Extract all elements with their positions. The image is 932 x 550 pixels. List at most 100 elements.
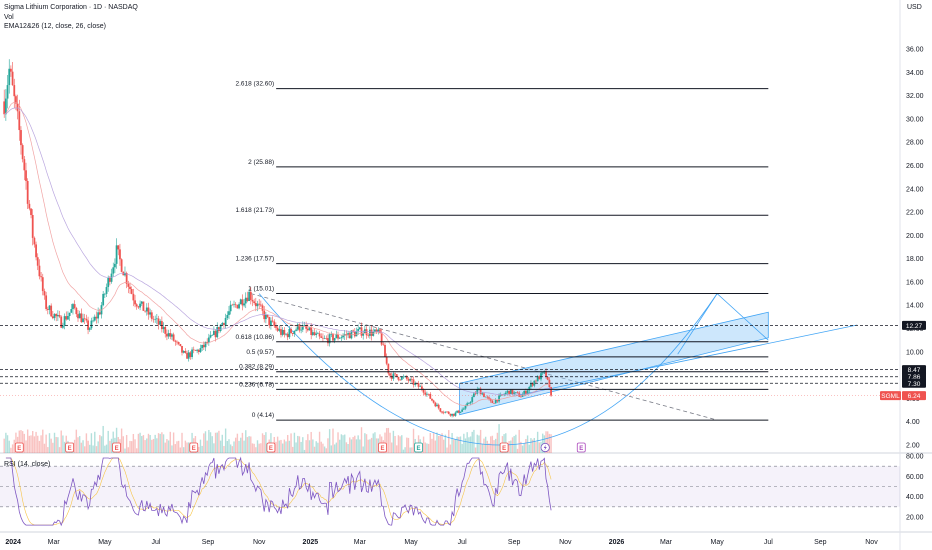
volume-bar bbox=[541, 433, 544, 453]
candle-body bbox=[207, 337, 210, 343]
volume-bar bbox=[40, 435, 42, 453]
volume-bar bbox=[528, 444, 530, 453]
candle-body bbox=[152, 318, 155, 320]
candle-body bbox=[327, 338, 329, 344]
candle-body bbox=[481, 393, 484, 395]
volume-bar bbox=[437, 436, 440, 453]
volume-bar bbox=[132, 433, 135, 453]
volume-bar bbox=[177, 440, 180, 453]
volume-bar bbox=[142, 435, 145, 453]
candle-body bbox=[78, 313, 81, 319]
candle-body bbox=[142, 301, 145, 311]
volume-bar bbox=[451, 433, 453, 453]
candle-body bbox=[278, 329, 281, 331]
candle-body bbox=[56, 315, 59, 317]
volume-bar bbox=[199, 439, 202, 453]
candle-body bbox=[516, 392, 519, 393]
volume-bar bbox=[80, 442, 83, 453]
candle-body bbox=[355, 331, 358, 337]
volume-bar bbox=[149, 435, 151, 453]
volume-bar bbox=[302, 437, 304, 453]
candle-body bbox=[318, 333, 321, 337]
candle-body bbox=[374, 329, 376, 332]
candle-body bbox=[322, 337, 324, 339]
volume-bar bbox=[37, 435, 39, 453]
candle-body bbox=[387, 363, 390, 374]
x-tick-label: Sep bbox=[508, 539, 521, 546]
volume-bar bbox=[548, 433, 551, 453]
candle-body bbox=[286, 333, 289, 338]
candle-body bbox=[201, 344, 204, 349]
volume-bar bbox=[362, 446, 364, 453]
volume-bar bbox=[156, 438, 158, 453]
volume-bar bbox=[523, 443, 525, 453]
volume-bar bbox=[184, 440, 187, 453]
volume-bar bbox=[432, 433, 435, 453]
candle-body bbox=[112, 267, 115, 274]
volume-bar bbox=[317, 442, 319, 453]
candle-body bbox=[350, 330, 353, 339]
candle-body bbox=[320, 336, 323, 338]
candle-body bbox=[335, 334, 338, 339]
candle-body bbox=[362, 333, 365, 336]
candle-body bbox=[462, 408, 465, 410]
candle-body bbox=[444, 411, 447, 413]
volume-bar bbox=[265, 432, 267, 453]
volume-bar bbox=[263, 435, 265, 453]
volume-bar bbox=[463, 433, 465, 453]
volume-bar bbox=[159, 433, 161, 453]
candle-body bbox=[333, 338, 336, 341]
candle-body bbox=[13, 85, 16, 97]
time-axis[interactable]: 2024 Mar May Jul Sep Nov 2025 Mar May Jul Sep Nov 20… bbox=[5, 539, 878, 546]
candle-body bbox=[506, 390, 509, 393]
volume-bar bbox=[372, 433, 374, 453]
fib-level-label: 2.618 (32.60) bbox=[235, 81, 274, 88]
candle-body bbox=[382, 344, 385, 346]
candle-body bbox=[288, 329, 291, 338]
candle-body bbox=[258, 303, 261, 305]
candle-body bbox=[535, 380, 537, 382]
volume-bar bbox=[369, 439, 371, 453]
candle-body bbox=[21, 145, 24, 160]
candle-body bbox=[212, 330, 215, 335]
volume-bar bbox=[109, 440, 111, 453]
volume-bar bbox=[85, 433, 88, 453]
volume-bar bbox=[250, 436, 252, 453]
volume-bar bbox=[444, 434, 447, 453]
volume-bar bbox=[303, 449, 306, 453]
volume-bar bbox=[347, 444, 349, 453]
candle-body bbox=[98, 312, 101, 315]
volume-bar bbox=[211, 436, 213, 453]
fib-levels[interactable]: 0 (4.14) 0.236 (6.78) 0.382 (8.29) 0.5 (9.5… bbox=[235, 81, 769, 421]
candle-body bbox=[469, 401, 472, 404]
volume-bar bbox=[518, 429, 520, 453]
level-badge-text: 8.47 bbox=[908, 367, 921, 374]
price-axis[interactable]: 2.004.006.008.0010.0012.0014.0016.0018.0… bbox=[906, 47, 924, 450]
fib-level-label: 0.618 (10.86) bbox=[235, 334, 274, 341]
volume-bar bbox=[229, 444, 232, 453]
volume-bar bbox=[496, 432, 499, 453]
volume-bar bbox=[406, 437, 408, 453]
rsi-pane[interactable]: 20.00 40.00 60.00 80.00 bbox=[0, 454, 924, 527]
candle-body bbox=[206, 341, 209, 343]
ema-label: EMA12&26 (12, close, 26, close) bbox=[4, 23, 106, 30]
horizontal-levels[interactable] bbox=[0, 325, 900, 396]
ascending-channel bbox=[459, 311, 769, 416]
volume-bar bbox=[516, 448, 519, 453]
earnings-marker bbox=[189, 442, 199, 453]
earnings-marker bbox=[499, 442, 509, 453]
volume-bar bbox=[52, 442, 54, 453]
earnings-marker-letter: E bbox=[269, 446, 273, 452]
candle-body bbox=[290, 329, 292, 334]
volume-bar bbox=[198, 446, 200, 453]
y-tick-label: 30.00 bbox=[906, 116, 924, 123]
rsi-label: RSI (14, close) bbox=[4, 461, 51, 468]
candle-body bbox=[187, 352, 190, 359]
volume-bar bbox=[443, 439, 445, 453]
candle-body bbox=[519, 396, 522, 398]
volume-bar bbox=[431, 438, 433, 453]
candle-body bbox=[466, 403, 469, 406]
volume-bar bbox=[427, 443, 430, 453]
